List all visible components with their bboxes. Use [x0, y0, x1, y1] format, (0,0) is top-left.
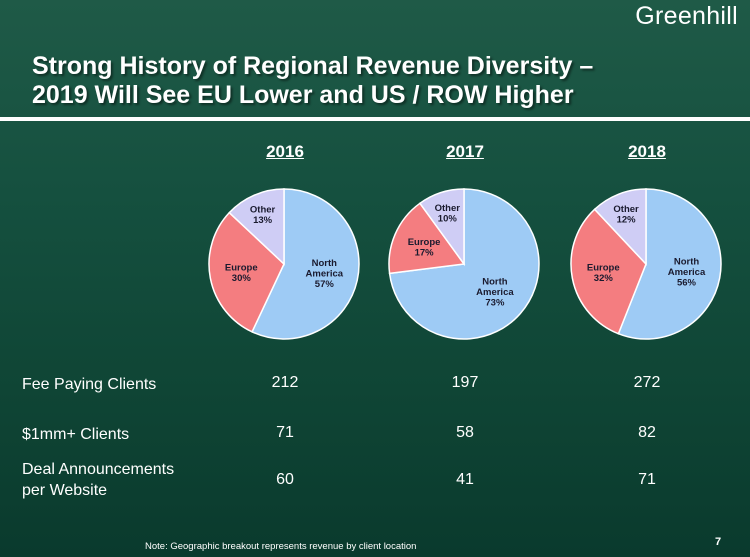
- greenhill-logo: Greenhill: [635, 2, 738, 30]
- pie-2018-label-north-america: North America 56%: [668, 257, 706, 289]
- year-heading-2017: 2017: [446, 142, 484, 161]
- cell-deal-announcements-2016: 60: [276, 471, 294, 488]
- row-label-fee-paying-clients: Fee Paying Clients: [22, 376, 157, 393]
- pie-2017-label-other: Other 10%: [435, 203, 461, 225]
- footnote: Note: Geographic breakout represents rev…: [145, 541, 417, 552]
- cell-fee-paying-2016: 212: [271, 374, 299, 391]
- cell-deal-announcements-2018: 71: [638, 471, 656, 488]
- year-heading-2018: 2018: [628, 142, 666, 161]
- row-label-deal-announcements: Deal Announcements per Website: [22, 461, 175, 499]
- pie-2016-slice-europe: [208, 211, 285, 333]
- slide-title: Strong History of Regional Revenue Diver…: [32, 52, 732, 110]
- cell-1mm-clients-2017: 58: [456, 424, 474, 441]
- year-heading-2016: 2016: [266, 142, 304, 161]
- pie-2016-label-europe: Europe 30%: [225, 262, 258, 284]
- pie-2017-label-europe: Europe 17%: [408, 237, 441, 259]
- pie-2016-label-other: Other 13%: [250, 205, 276, 227]
- pie-2018-slice-europe: [570, 208, 647, 335]
- cell-1mm-clients-2018: 82: [638, 424, 656, 441]
- title-divider: [0, 117, 750, 121]
- slide-title-line-1: Strong History of Regional Revenue Diver…: [32, 52, 594, 80]
- pie-2016-label-north-america: North America 57%: [306, 258, 344, 290]
- cell-deal-announcements-2017: 41: [456, 471, 474, 488]
- cell-fee-paying-2017: 197: [451, 374, 479, 391]
- slide-title-line-2: 2019 Will See EU Lower and US / ROW High…: [32, 81, 574, 109]
- pie-2018-slice-other: [593, 188, 647, 266]
- page-number: 7: [715, 536, 722, 548]
- pie-2018-label-other: Other 12%: [613, 204, 639, 226]
- cell-1mm-clients-2016: 71: [276, 424, 294, 441]
- pie-2017-slice-europe: [388, 202, 466, 275]
- row-label-1mm-clients: $1mm+ Clients: [22, 426, 130, 443]
- pie-2018-label-europe: Europe 32%: [587, 262, 620, 284]
- pie-2018-slice-north-america: [617, 188, 722, 340]
- pie-2016-slice-north-america: [251, 188, 360, 340]
- pie-charts: North America 57% Europe 30% Other 13% North Ame…: [208, 188, 722, 340]
- pie-2016-slice-other: [228, 188, 285, 266]
- pie-2017-slice-other: [418, 188, 465, 267]
- pie-2017-label-north-america: North America 73%: [476, 276, 514, 308]
- cell-fee-paying-2018: 272: [633, 374, 661, 391]
